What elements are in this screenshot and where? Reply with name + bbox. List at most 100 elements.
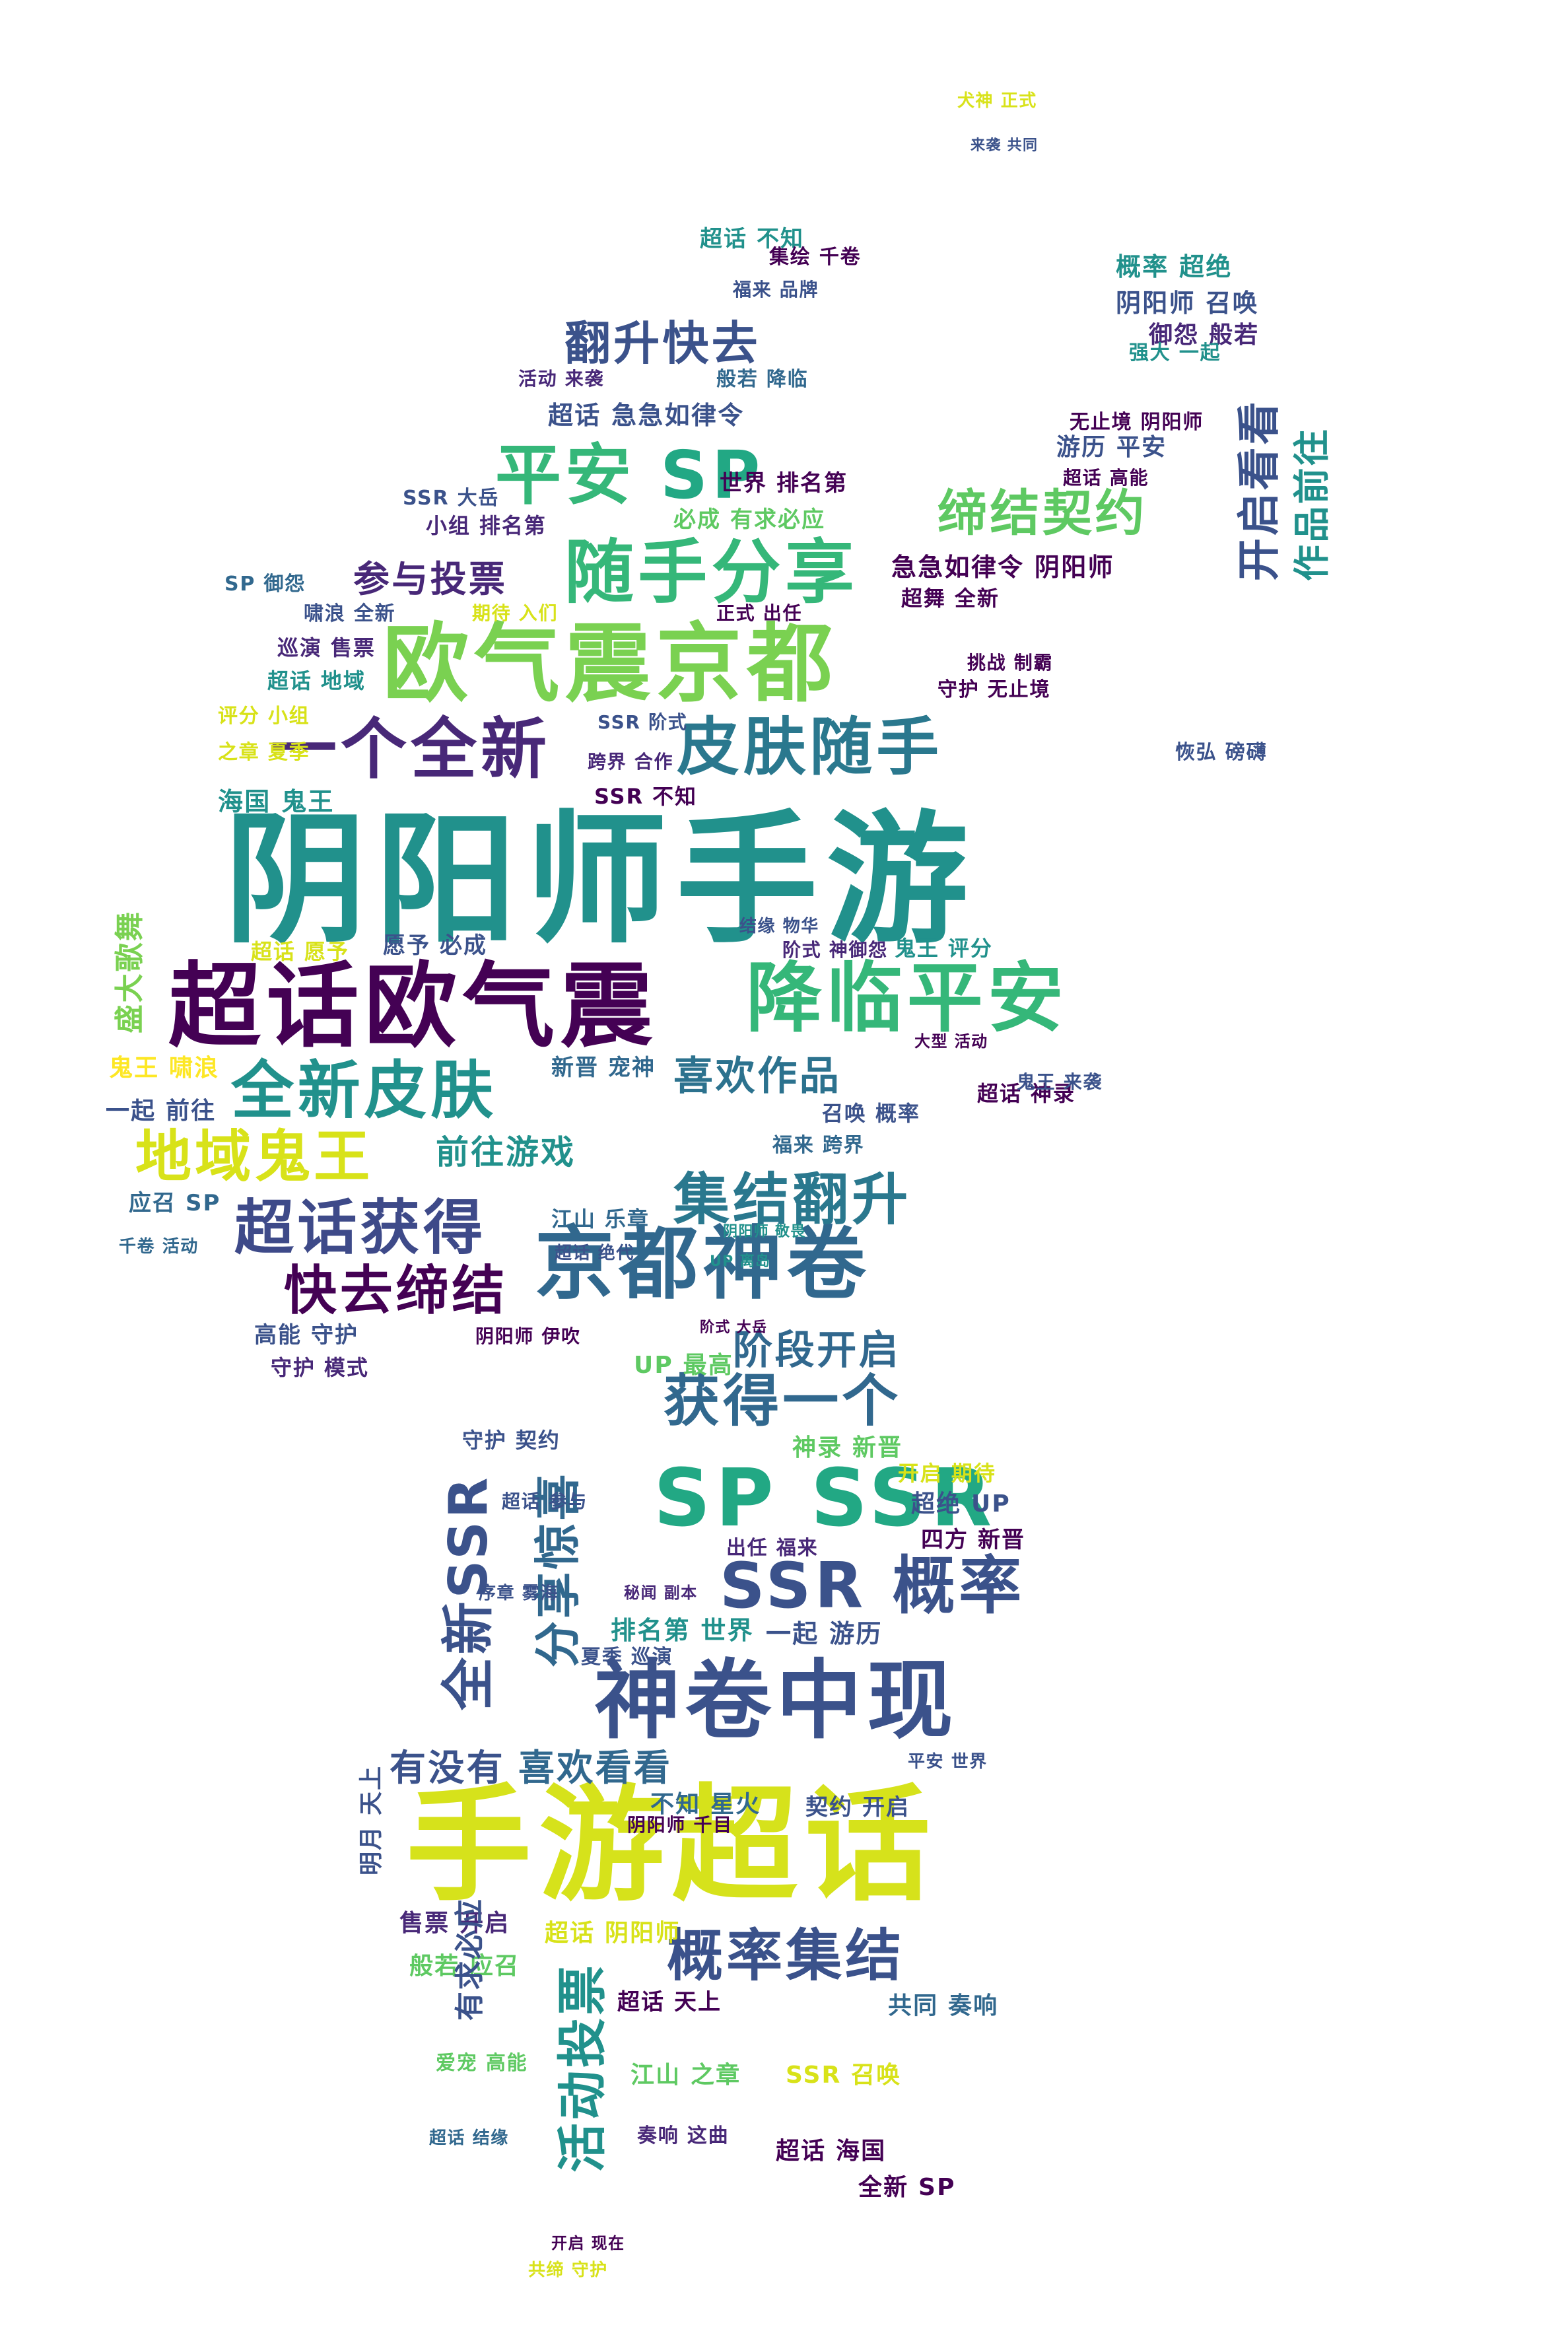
cloud-word: SSR 阶式 xyxy=(597,711,688,733)
cloud-word: 作品前往 xyxy=(1291,427,1333,581)
cloud-word: 开启 期待 xyxy=(898,1461,996,1486)
cloud-word: 超话 天上 xyxy=(617,1989,722,2015)
cloud-word: 评分 小组 xyxy=(218,705,310,728)
cloud-word: 不知 星火 xyxy=(650,1791,761,1818)
cloud-word: 强大 一起 xyxy=(1129,341,1221,365)
cloud-word: 四方 新晋 xyxy=(921,1527,1026,1553)
cloud-word: 售票 开启 xyxy=(399,1910,510,1937)
cloud-word: 明月 天上 xyxy=(358,1764,385,1875)
cloud-word: 跨界 合作 xyxy=(588,751,674,773)
cloud-word: 鬼王 评分 xyxy=(895,936,993,961)
cloud-word: 有求必应 xyxy=(453,1897,487,2021)
cloud-word: 地域鬼王 xyxy=(135,1125,374,1190)
cloud-word: 巡演 售票 xyxy=(277,635,376,660)
cloud-word: SP SSR xyxy=(654,1453,997,1545)
cloud-word: 无止境 阴阳师 xyxy=(1070,411,1204,434)
cloud-word: SP xyxy=(660,436,765,514)
cloud-word: 海国 鬼王 xyxy=(218,787,335,816)
cloud-word: 阴阳师 敬畏 xyxy=(723,1224,806,1240)
cloud-word: 超话 参与 xyxy=(502,1490,588,1512)
cloud-word: 来袭 共同 xyxy=(971,137,1039,154)
cloud-word: 阴阳师 千目 xyxy=(627,1814,733,1836)
cloud-word: 之章 夏季 xyxy=(218,741,310,764)
cloud-word: 开启看看 xyxy=(1235,399,1284,581)
cloud-word: 降临平安 xyxy=(746,954,1068,1043)
cloud-word: 京都神卷 xyxy=(535,1218,871,1310)
cloud-word: 福来 跨界 xyxy=(772,1134,865,1157)
cloud-word: 鬼王 来袭 xyxy=(1017,1071,1103,1093)
cloud-word: 新晋 宠神 xyxy=(551,1055,656,1081)
cloud-word: 守护 无止境 xyxy=(937,678,1051,701)
cloud-word: 必成 有求必应 xyxy=(673,506,826,533)
cloud-word: 快去缔结 xyxy=(284,1260,508,1321)
cloud-word: 手游超话 xyxy=(406,1772,938,1918)
cloud-word: SSR 不知 xyxy=(594,784,697,809)
cloud-word: 御怨 般若 xyxy=(1149,322,1260,349)
cloud-word: 参与投票 xyxy=(353,558,508,600)
cloud-word: 般若 应召 xyxy=(409,1953,520,1980)
cloud-word: 超话 结缘 xyxy=(429,2128,509,2148)
cloud-word: 阴阳师 伊吹 xyxy=(475,1325,581,1347)
cloud-word: 超话 阴阳师 xyxy=(545,1920,681,1947)
cloud-word: 结缘 物华 xyxy=(739,917,819,936)
cloud-word: 出任 福来 xyxy=(726,1537,819,1560)
cloud-word: 小组 排名第 xyxy=(426,513,547,538)
cloud-word: 召唤 概率 xyxy=(822,1101,920,1126)
cloud-word: 缔结契约 xyxy=(937,484,1148,542)
cloud-word: 集结翻升 xyxy=(673,1168,912,1233)
cloud-word: 啸浪 全新 xyxy=(304,602,396,625)
cloud-word: 大型 活动 xyxy=(914,1032,988,1051)
cloud-word: 急急如律令 阴阳师 xyxy=(891,553,1114,582)
cloud-word: 平安 世界 xyxy=(908,1752,988,1772)
cloud-word: 皮肤随手 xyxy=(677,711,943,784)
cloud-word: 开启 现在 xyxy=(551,2234,625,2252)
cloud-word: 正式 出任 xyxy=(716,602,803,624)
cloud-word: 秘闻 副本 xyxy=(624,1584,698,1602)
cloud-word: 江山 之章 xyxy=(631,2062,741,2089)
cloud-word: 超话 高能 xyxy=(1063,467,1149,489)
cloud-word: 盛大歌舞 xyxy=(113,910,147,1033)
cloud-word: 概率 超绝 xyxy=(1116,252,1233,281)
cloud-word: 获得一个 xyxy=(664,1369,902,1434)
cloud-word: 游历 平安 xyxy=(1056,434,1167,461)
cloud-word: 神卷中现 xyxy=(594,1650,959,1751)
cloud-word: 前往游戏 xyxy=(436,1133,576,1171)
cloud-word: 高能 守护 xyxy=(254,1322,359,1348)
cloud-word: 夏季 巡演 xyxy=(581,1646,673,1669)
cloud-word: 愿予 必成 xyxy=(383,932,488,959)
cloud-word: 超话 不知 xyxy=(700,226,805,252)
cloud-word: 超话 急急如律令 xyxy=(548,401,745,430)
cloud-word: UP 最高 xyxy=(634,1352,733,1379)
cloud-word: 一起 游历 xyxy=(766,1619,883,1648)
cloud-word: 随手分享 xyxy=(564,532,859,613)
cloud-word: 鬼王 啸浪 xyxy=(109,1055,220,1082)
cloud-word: 概率集结 xyxy=(667,1924,905,1989)
cloud-word: SSR 召唤 xyxy=(786,2062,902,2089)
cloud-word: 般若 降临 xyxy=(716,368,809,391)
cloud-word: 守护 模式 xyxy=(271,1355,369,1380)
cloud-word: 超绝 UP xyxy=(911,1490,1011,1518)
cloud-word: 超话获得 xyxy=(234,1193,487,1263)
cloud-word: 神录 新晋 xyxy=(792,1434,903,1461)
cloud-word: 超舞 全新 xyxy=(901,586,1000,611)
cloud-word: 千卷 活动 xyxy=(119,1237,199,1257)
cloud-word: 爱宠 高能 xyxy=(436,2052,528,2075)
cloud-word: 活动 来袭 xyxy=(518,368,605,390)
cloud-word: 阶段开启 xyxy=(733,1327,901,1374)
cloud-word: 超话 神录 xyxy=(977,1081,1075,1106)
cloud-word: 超话欧气震 xyxy=(168,953,659,1061)
cloud-word: 超话 地域 xyxy=(267,668,366,693)
cloud-word: 一起 前往 xyxy=(106,1098,217,1125)
cloud-word: 共缔 守护 xyxy=(528,2260,608,2280)
cloud-word: 一个全新 xyxy=(271,711,551,788)
cloud-word: 超话 绝代 xyxy=(555,1243,634,1263)
cloud-word: 江山 乐章 xyxy=(551,1206,650,1232)
cloud-word: SP 御怨 xyxy=(224,573,306,596)
cloud-word: 超话 海国 xyxy=(776,2138,887,2165)
cloud-word: 序章 雾海 xyxy=(479,1584,559,1603)
cloud-word: 犬神 正式 xyxy=(957,91,1037,111)
cloud-word: 超话 愿予 xyxy=(251,939,349,964)
cloud-word: 喜欢作品 xyxy=(673,1053,842,1100)
cloud-word: 共同 奏响 xyxy=(888,1992,999,2019)
